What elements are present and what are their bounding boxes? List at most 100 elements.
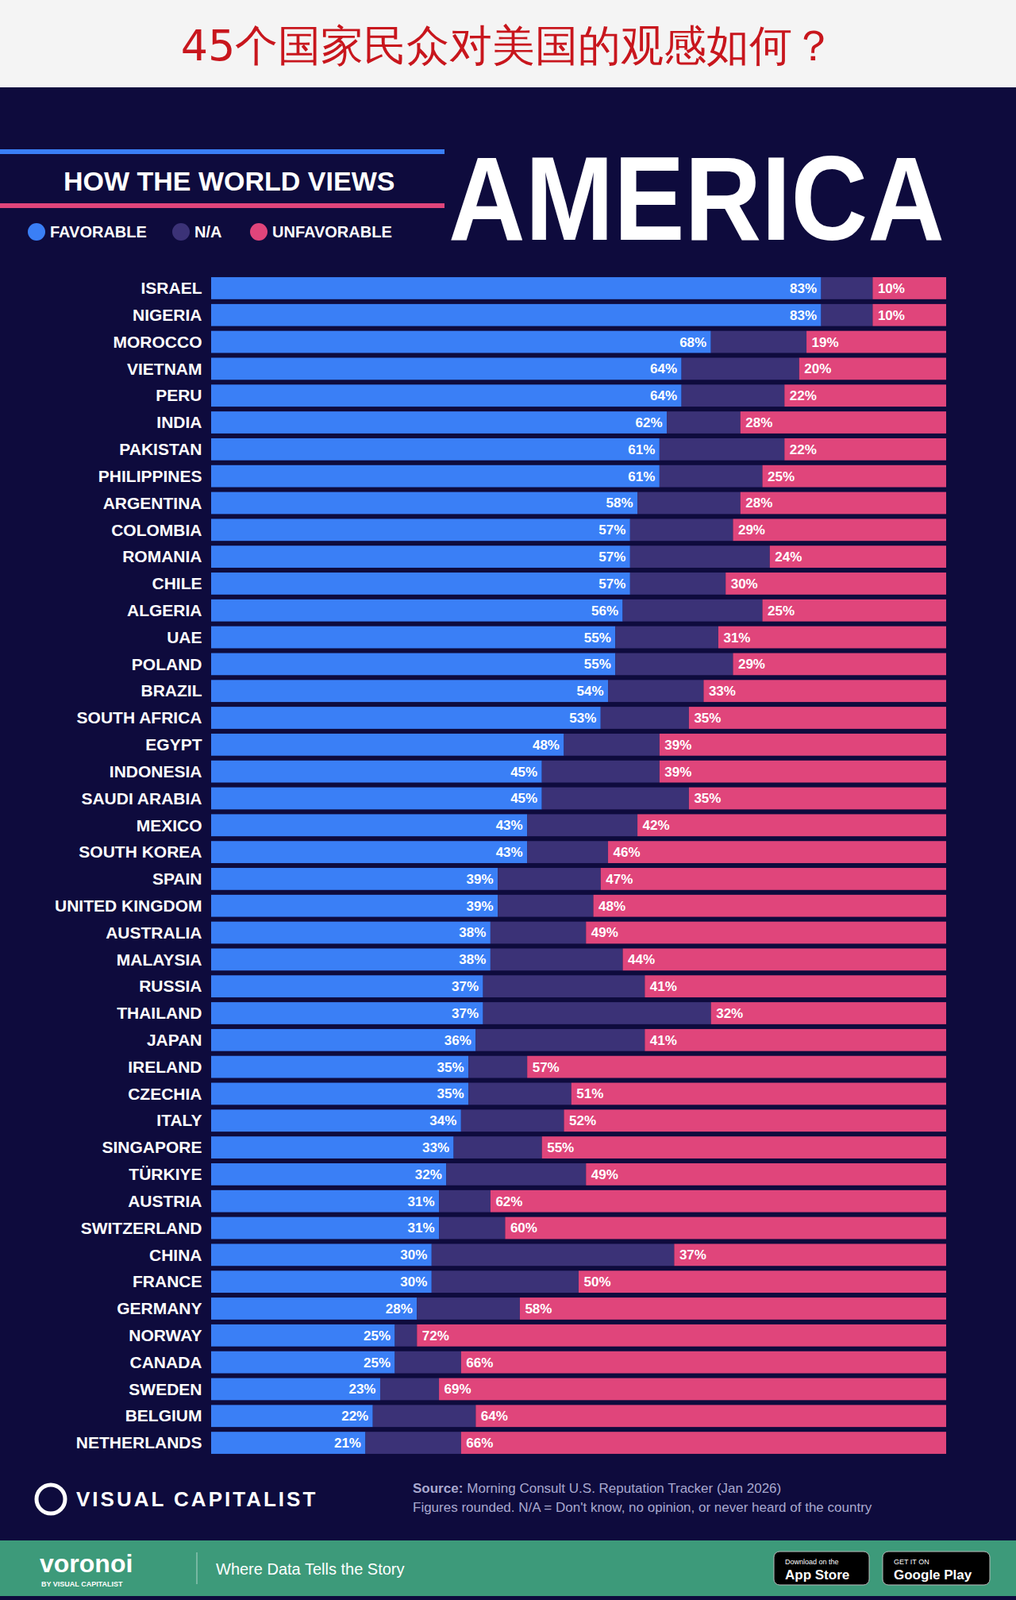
svg-text:JAPAN: JAPAN (146, 1030, 203, 1049)
svg-text:42%: 42% (642, 817, 670, 833)
svg-text:30%: 30% (400, 1273, 428, 1290)
svg-text:MEXICO: MEXICO (136, 815, 203, 834)
svg-text:BY VISUAL CAPITALIST: BY VISUAL CAPITALIST (41, 1579, 124, 1588)
svg-text:72%: 72% (422, 1327, 450, 1344)
svg-text:62%: 62% (495, 1193, 523, 1209)
svg-text:28%: 28% (385, 1300, 413, 1317)
svg-text:22%: 22% (789, 442, 817, 458)
svg-text:Google Play: Google Play (893, 1566, 973, 1582)
svg-text:39%: 39% (466, 898, 494, 914)
svg-text:SOUTH AFRICA: SOUTH AFRICA (76, 708, 203, 727)
svg-text:38%: 38% (458, 951, 486, 967)
svg-text:32%: 32% (715, 1005, 743, 1021)
svg-text:45%: 45% (510, 790, 538, 806)
svg-text:PAKISTAN: PAKISTAN (119, 439, 202, 458)
svg-text:COLOMBIA: COLOMBIA (111, 520, 202, 539)
svg-text:54%: 54% (577, 683, 605, 699)
svg-text:20%: 20% (804, 361, 832, 377)
svg-text:62%: 62% (635, 415, 663, 431)
svg-text:INDIA: INDIA (156, 412, 202, 432)
svg-text:VIETNAM: VIETNAM (127, 359, 203, 378)
svg-text:25%: 25% (767, 603, 795, 619)
svg-text:30%: 30% (400, 1246, 428, 1263)
svg-text:57%: 57% (532, 1059, 560, 1075)
svg-text:46%: 46% (613, 844, 641, 860)
svg-text:53%: 53% (569, 710, 597, 726)
svg-text:MALAYSIA: MALAYSIA (116, 950, 203, 969)
svg-text:64%: 64% (650, 361, 678, 377)
svg-text:25%: 25% (767, 469, 795, 485)
svg-text:83%: 83% (789, 307, 817, 324)
svg-text:SWITZERLAND: SWITZERLAND (80, 1218, 203, 1237)
svg-text:37%: 37% (451, 1005, 479, 1021)
svg-text:THAILAND: THAILAND (116, 1003, 202, 1022)
svg-text:44%: 44% (627, 951, 655, 967)
svg-text:GERMANY: GERMANY (116, 1298, 202, 1317)
svg-text:28%: 28% (745, 495, 773, 511)
svg-text:UNITED KINGDOM: UNITED KINGDOM (54, 896, 203, 915)
svg-text:VISUAL CAPITALIST: VISUAL CAPITALIST (76, 1486, 318, 1511)
svg-text:25%: 25% (363, 1327, 391, 1344)
svg-text:NIGERIA: NIGERIA (132, 305, 203, 324)
svg-text:37%: 37% (679, 1246, 707, 1263)
svg-text:voronoi: voronoi (39, 1548, 133, 1578)
svg-text:68%: 68% (679, 334, 707, 351)
svg-text:UNFAVORABLE: UNFAVORABLE (272, 223, 393, 241)
svg-text:ROMANIA: ROMANIA (122, 546, 202, 566)
svg-text:AUSTRALIA: AUSTRALIA (105, 923, 202, 942)
svg-text:30%: 30% (731, 576, 759, 592)
svg-text:66%: 66% (465, 1435, 493, 1451)
svg-text:35%: 35% (693, 790, 721, 806)
svg-text:55%: 55% (584, 656, 612, 672)
svg-text:66%: 66% (465, 1354, 493, 1371)
svg-text:39%: 39% (664, 737, 692, 753)
svg-text:CHINA: CHINA (149, 1245, 203, 1264)
svg-text:BELGIUM: BELGIUM (125, 1405, 203, 1424)
svg-text:83%: 83% (789, 280, 817, 297)
svg-text:SINGAPORE: SINGAPORE (101, 1137, 202, 1156)
svg-text:33%: 33% (708, 683, 736, 699)
svg-text:Source:Morning Consult U.S. Re: Source:Morning Consult U.S. Reputation T… (412, 1480, 782, 1496)
svg-text:51%: 51% (576, 1085, 604, 1101)
svg-text:N/A: N/A (194, 223, 222, 241)
svg-text:35%: 35% (693, 710, 721, 726)
svg-text:48%: 48% (598, 898, 626, 914)
svg-text:INDONESIA: INDONESIA (109, 762, 203, 781)
svg-text:BRAZIL: BRAZIL (141, 681, 203, 700)
svg-text:38%: 38% (458, 924, 486, 940)
svg-text:SOUTH KOREA: SOUTH KOREA (78, 842, 202, 861)
svg-text:22%: 22% (789, 388, 817, 404)
svg-text:24%: 24% (774, 549, 802, 565)
svg-text:55%: 55% (546, 1139, 574, 1155)
svg-text:52%: 52% (569, 1112, 597, 1128)
svg-text:57%: 57% (598, 576, 626, 592)
svg-text:41%: 41% (650, 978, 678, 994)
svg-text:AUSTRIA: AUSTRIA (127, 1191, 202, 1210)
svg-text:49%: 49% (591, 1166, 619, 1182)
svg-text:50%: 50% (584, 1273, 612, 1290)
svg-text:RUSSIA: RUSSIA (138, 976, 202, 995)
svg-text:PERU: PERU (155, 385, 202, 405)
svg-text:29%: 29% (738, 522, 766, 538)
svg-text:CANADA: CANADA (130, 1352, 203, 1371)
svg-text:31%: 31% (723, 629, 751, 645)
svg-text:34%: 34% (429, 1112, 457, 1128)
svg-text:31%: 31% (407, 1219, 435, 1236)
svg-text:55%: 55% (584, 629, 612, 645)
svg-text:64%: 64% (481, 1408, 508, 1424)
svg-text:39%: 39% (664, 764, 692, 780)
svg-text:ITALY: ITALY (156, 1110, 202, 1129)
svg-text:32%: 32% (415, 1166, 443, 1182)
svg-text:NETHERLANDS: NETHERLANDS (76, 1432, 203, 1451)
svg-text:Where Data Tells the Story: Where Data Tells the Story (215, 1559, 405, 1578)
svg-text:UAE: UAE (166, 627, 202, 647)
svg-text:64%: 64% (650, 388, 678, 404)
svg-text:49%: 49% (591, 924, 619, 940)
svg-text:10%: 10% (877, 307, 905, 324)
svg-text:22%: 22% (341, 1408, 369, 1424)
svg-text:HOW THE WORLD VIEWS: HOW THE WORLD VIEWS (63, 165, 395, 197)
svg-text:47%: 47% (605, 871, 633, 887)
svg-text:ARGENTINA: ARGENTINA (103, 493, 203, 512)
svg-text:31%: 31% (407, 1193, 435, 1209)
svg-text:Figures rounded. N/A = Don't k: Figures rounded. N/A = Don't know, no op… (412, 1499, 873, 1515)
